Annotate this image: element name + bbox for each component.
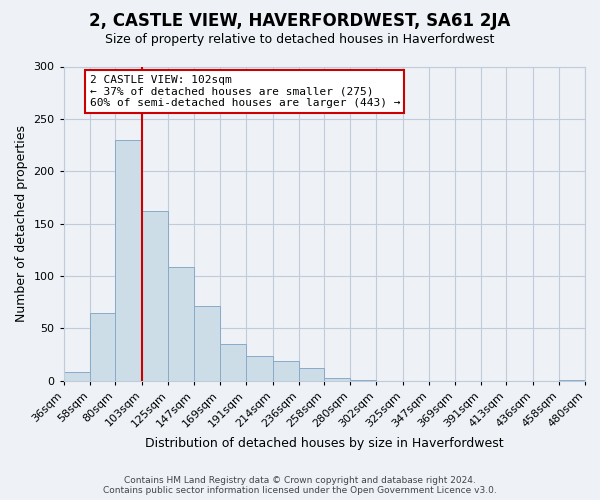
- Bar: [220, 344, 245, 381]
- Bar: [89, 312, 115, 380]
- Bar: [299, 368, 325, 380]
- Text: 2, CASTLE VIEW, HAVERFORDWEST, SA61 2JA: 2, CASTLE VIEW, HAVERFORDWEST, SA61 2JA: [89, 12, 511, 30]
- Text: Contains HM Land Registry data © Crown copyright and database right 2024.
Contai: Contains HM Land Registry data © Crown c…: [103, 476, 497, 495]
- X-axis label: Distribution of detached houses by size in Haverfordwest: Distribution of detached houses by size …: [145, 437, 503, 450]
- Bar: [168, 266, 194, 380]
- Y-axis label: Number of detached properties: Number of detached properties: [15, 125, 28, 322]
- Text: 2 CASTLE VIEW: 102sqm
← 37% of detached houses are smaller (275)
60% of semi-det: 2 CASTLE VIEW: 102sqm ← 37% of detached …: [89, 75, 400, 108]
- Bar: [325, 378, 350, 380]
- Bar: [194, 306, 220, 380]
- Bar: [245, 356, 272, 380]
- Bar: [272, 361, 299, 380]
- Bar: [64, 372, 89, 380]
- Text: Size of property relative to detached houses in Haverfordwest: Size of property relative to detached ho…: [106, 32, 494, 46]
- Bar: [115, 140, 142, 380]
- Bar: [142, 211, 168, 380]
